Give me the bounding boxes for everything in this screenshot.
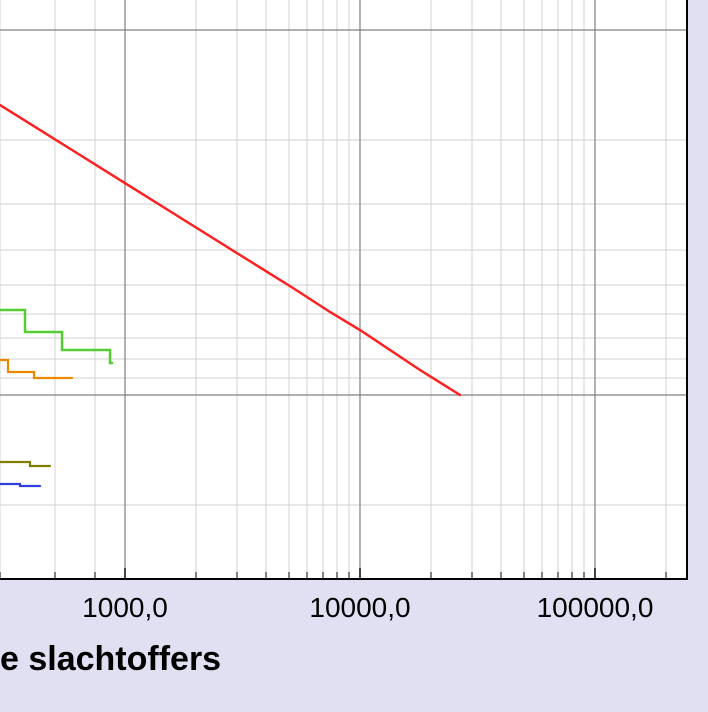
x-tick-label: 100000,0 [537,592,654,624]
x-axis-title-fragment: e slachtoffers [0,640,221,679]
plot-svg [0,0,686,578]
x-tick-label: 1000,0 [82,592,168,624]
chart-container: 1000,0 10000,0 100000,0 e slachtoffers [0,0,708,712]
plot-area [0,0,688,580]
x-tick-label: 10000,0 [309,592,410,624]
